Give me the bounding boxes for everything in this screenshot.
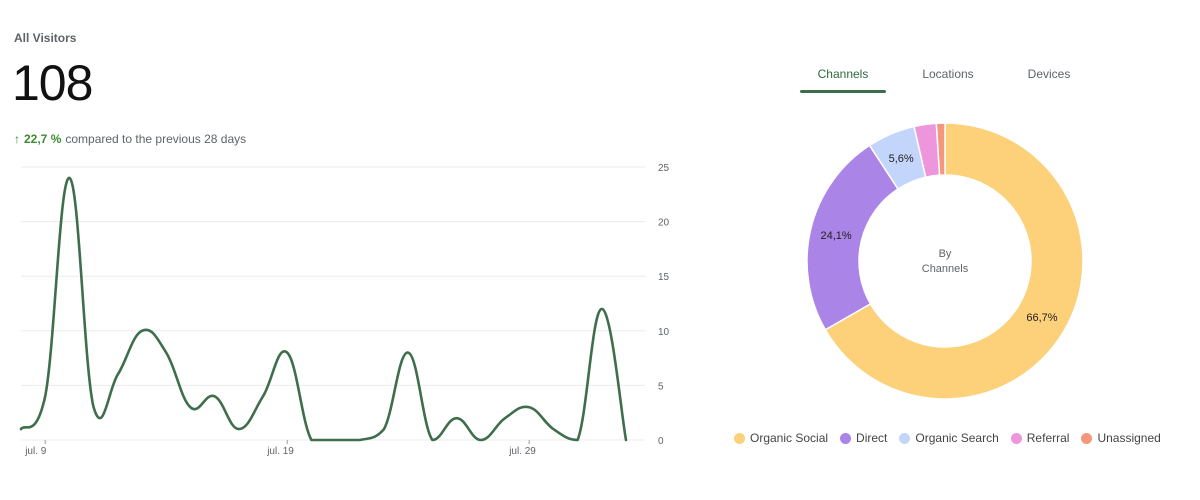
data-point[interactable] <box>39 390 51 402</box>
breakdown-tabs: Channels Locations Devices <box>800 60 1100 94</box>
data-point[interactable] <box>63 172 75 184</box>
data-point[interactable] <box>426 434 438 446</box>
data-point[interactable] <box>620 434 632 446</box>
arrow-up-icon: ↑ <box>14 132 20 146</box>
y-tick-label: 10 <box>658 327 670 338</box>
legend-label: Organic Search <box>915 431 999 445</box>
data-point[interactable] <box>547 423 559 435</box>
visitors-line-chart: 0 5 10 15 20 25 jul. 9 jul. 19 jul. 29 <box>15 163 670 457</box>
change-summary: ↑ 22,7 % compared to the previous 28 day… <box>14 132 246 146</box>
data-point[interactable] <box>499 412 511 424</box>
donut-legend: Organic Social Direct Organic Search Referr… <box>734 431 1161 445</box>
data-point[interactable] <box>354 434 366 446</box>
legend-dot-icon <box>840 432 852 444</box>
data-point[interactable] <box>257 390 269 402</box>
donut-slice[interactable] <box>824 122 1084 400</box>
data-point[interactable] <box>281 347 293 359</box>
center-label: By <box>939 248 952 260</box>
data-point[interactable] <box>572 434 584 446</box>
tab-locations[interactable]: Locations <box>922 67 974 81</box>
legend-label: Referral <box>1026 431 1070 445</box>
slice-label: 66,7% <box>1026 312 1057 324</box>
change-value: 22,7 % <box>24 132 62 146</box>
x-tick-label: jul. 19 <box>266 446 294 457</box>
data-point[interactable] <box>523 401 535 413</box>
y-tick-label: 25 <box>658 163 670 174</box>
y-tick-label: 15 <box>658 272 670 283</box>
data-point[interactable] <box>136 325 148 337</box>
change-text: compared to the previous 28 days <box>65 132 247 146</box>
center-label: Channels <box>922 263 969 275</box>
legend-label: Unassigned <box>1097 431 1161 445</box>
donut-slice[interactable] <box>806 144 900 331</box>
channels-donut-chart: 66,7% 24,1% 5,6% By Channels <box>806 122 1084 400</box>
data-point[interactable] <box>184 401 196 413</box>
legend-dot-icon <box>1081 432 1093 444</box>
legend-item[interactable]: Organic Social <box>734 431 828 445</box>
data-point[interactable] <box>378 423 390 435</box>
y-tick-label: 20 <box>658 218 670 229</box>
data-point[interactable] <box>305 434 317 446</box>
tab-channels[interactable]: Channels <box>800 60 886 94</box>
y-tick-label: 5 <box>658 381 664 392</box>
data-point[interactable] <box>402 347 414 359</box>
data-point[interactable] <box>233 423 245 435</box>
legend-item[interactable]: Organic Search <box>899 431 999 445</box>
data-point[interactable] <box>160 347 172 359</box>
x-tick-label: jul. 9 <box>24 446 47 457</box>
data-point[interactable] <box>209 390 221 402</box>
legend-item[interactable]: Direct <box>840 431 887 445</box>
data-point[interactable] <box>88 401 100 413</box>
slice-label: 24,1% <box>820 230 851 242</box>
x-tick-label: jul. 29 <box>508 446 536 457</box>
y-tick-label: 0 <box>658 436 664 447</box>
legend-item[interactable]: Unassigned <box>1081 431 1161 445</box>
data-point[interactable] <box>596 303 608 315</box>
tab-devices[interactable]: Devices <box>1027 67 1071 81</box>
donut-slice[interactable] <box>935 122 946 176</box>
legend-dot-icon <box>734 432 745 444</box>
section-title: All Visitors <box>14 31 77 45</box>
slice-label: 5,6% <box>889 153 914 165</box>
legend-dot-icon <box>899 432 911 444</box>
data-point[interactable] <box>330 434 342 446</box>
visitor-total: 108 <box>12 55 93 111</box>
legend-label: Direct <box>856 431 888 445</box>
data-point[interactable] <box>475 434 487 446</box>
legend-label: Organic Social <box>750 431 829 445</box>
data-point[interactable] <box>451 412 463 424</box>
legend-dot-icon <box>1010 432 1022 444</box>
data-point[interactable] <box>15 423 27 435</box>
data-point[interactable] <box>112 368 124 380</box>
series-line <box>19 176 628 442</box>
legend-item[interactable]: Referral <box>1010 431 1070 445</box>
